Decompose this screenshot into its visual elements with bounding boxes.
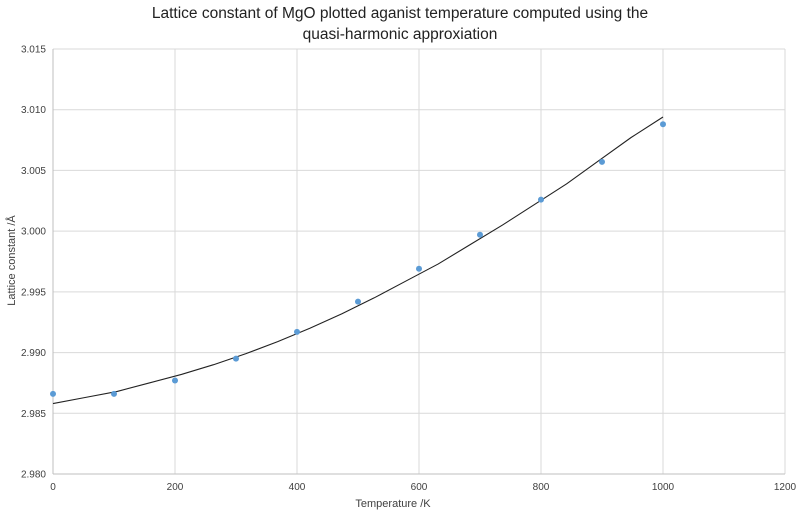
- data-point: [355, 298, 361, 305]
- y-tick-label: 2.985: [21, 409, 46, 420]
- data-point: [660, 121, 666, 128]
- y-tick-label: 3.015: [21, 45, 46, 56]
- y-axis-title: Lattice constant /Å: [5, 215, 18, 306]
- x-axis-title: Temperature /K: [355, 498, 431, 510]
- y-tick-label: 2.980: [21, 470, 46, 481]
- data-point: [599, 158, 605, 165]
- data-point: [111, 390, 117, 397]
- data-point: [416, 265, 422, 272]
- data-point: [538, 196, 544, 203]
- y-tick-label: 2.995: [21, 287, 46, 298]
- x-tick-label: 400: [289, 482, 306, 493]
- y-tick-label: 3.005: [21, 166, 46, 177]
- chart-title: Lattice constant of MgO plotted aganist …: [151, 5, 649, 43]
- y-tick-label: 3.010: [21, 105, 46, 116]
- trendline: [52, 116, 664, 405]
- data-point: [233, 355, 239, 362]
- data-point: [172, 377, 178, 384]
- data-point: [477, 231, 483, 238]
- x-tick-label: 200: [167, 482, 184, 493]
- y-tick-label: 2.990: [21, 348, 46, 359]
- y-tick-label: 3.000: [21, 227, 46, 238]
- data-point: [50, 390, 56, 397]
- x-tick-label: 0: [50, 482, 56, 493]
- data-point: [294, 328, 300, 335]
- x-tick-label: 600: [411, 482, 428, 493]
- x-tick-label: 1200: [774, 482, 797, 493]
- x-tick-label: 1000: [652, 482, 675, 493]
- x-tick-label: 800: [533, 482, 550, 493]
